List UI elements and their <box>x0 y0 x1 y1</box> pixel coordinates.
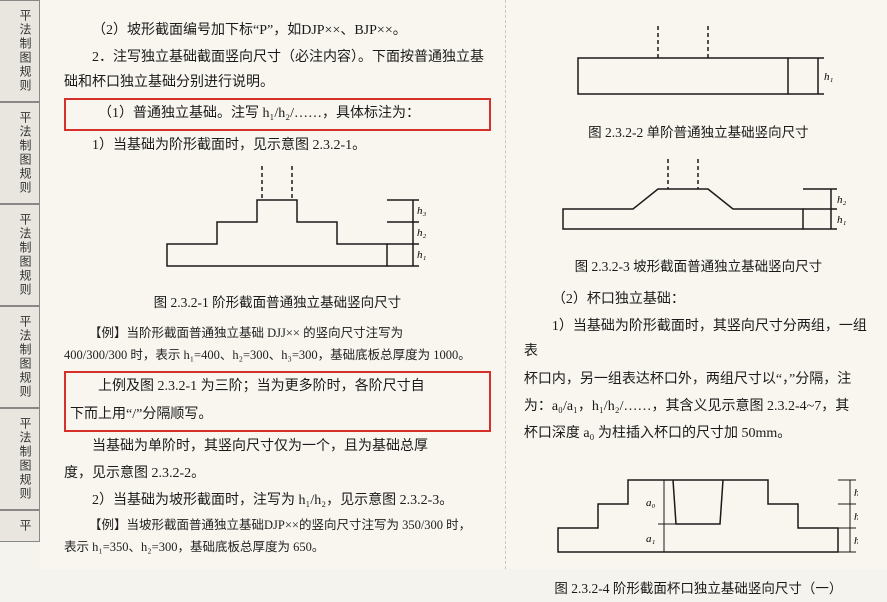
tab-item[interactable]: 平法制图规则 <box>0 408 40 510</box>
side-tabs: 平法制图规则 平法制图规则 平法制图规则 平法制图规则 平法制图规则 平 <box>0 0 40 569</box>
tab-item[interactable]: 平法制图规则 <box>0 102 40 204</box>
para: 1）当基础为阶形截面时，其竖向尺寸分两组，一组表 <box>524 314 873 364</box>
right-column: h₁ 图 2.3.2-2 单阶普通独立基础竖向尺寸 h₁ h₂ 图 2.3. <box>506 0 887 569</box>
para: 1）当基础为阶形截面时，见示意图 2.3.2-1。 <box>64 133 491 158</box>
svg-text:h₂: h₂ <box>854 511 858 523</box>
para: 当基础为单阶时，其竖向尺寸仅为一个，且为基础总厚 <box>64 434 491 459</box>
svg-text:h₂: h₂ <box>417 227 427 239</box>
tab-item[interactable]: 平法制图规则 <box>0 306 40 408</box>
para: （2）坡形截面编号加下标“P”，如DJP××、BJP××。 <box>64 18 491 43</box>
tab-item[interactable]: 平 <box>0 510 40 542</box>
figure-2-3-2-3: h₁ h₂ <box>524 159 873 248</box>
svg-text:h₁: h₁ <box>417 249 427 261</box>
figure-2-3-2-2: h₁ <box>524 26 873 115</box>
para: （2）杯口独立基础： <box>524 287 873 312</box>
svg-text:h₃: h₃ <box>417 205 427 217</box>
example-text: 400/300/300 时，表示 h₁=400、h₂=300、h₃=300，基础… <box>64 345 491 365</box>
svg-text:h₃: h₃ <box>854 487 858 499</box>
para: 上例及图 2.3.2-1 为三阶；当为更多阶时，各阶尺寸自 <box>70 374 485 399</box>
page-body: （2）坡形截面编号加下标“P”，如DJP××、BJP××。 2．注写独立基础截面… <box>40 0 887 569</box>
svg-text:a₁: a₁ <box>646 533 656 545</box>
para: 杯口内，另一组表达杯口外，两组尺寸以“，”分隔，注 <box>524 367 873 392</box>
svg-text:h₂: h₂ <box>837 194 847 206</box>
figure-caption: 图 2.3.2-2 单阶普通独立基础竖向尺寸 <box>524 121 873 145</box>
highlight-box: 上例及图 2.3.2-1 为三阶；当为更多阶时，各阶尺寸自 下而上用“/”分隔顺… <box>64 371 491 431</box>
example-text: 【例】当坡形截面普通独立基础DJP××的竖向尺寸注写为 350/300 时， <box>64 515 491 535</box>
figure-caption: 图 2.3.2-1 阶形截面普通独立基础竖向尺寸 <box>64 291 491 315</box>
figure-caption: 图 2.3.2-4 阶形截面杯口独立基础竖向尺寸（一） <box>524 577 873 601</box>
svg-text:h₁: h₁ <box>824 71 834 83</box>
figure-2-3-2-4: a₀ a₁ h₁ h₂ h₃ <box>524 452 873 571</box>
para: 2．注写独立基础截面竖向尺寸（必注内容）。下面按普通独立基础和杯口独立基础分别进… <box>64 45 491 95</box>
highlight-box: （1）普通独立基础。注写 h₁/h₂/……，具体标注为： <box>64 98 491 131</box>
example-text: 表示 h₁=350、h₂=300，基础底板总厚度为 650。 <box>64 537 491 557</box>
para: 度，见示意图 2.3.2-2。 <box>64 461 491 486</box>
para: 下而上用“/”分隔顺写。 <box>70 402 485 427</box>
tab-item[interactable]: 平法制图规则 <box>0 0 40 102</box>
figure-2-3-2-1: h₁ h₂ h₃ <box>64 166 491 285</box>
para: 2）当基础为坡形截面时，注写为 h₁/h₂，见示意图 2.3.2-3。 <box>64 488 491 513</box>
svg-text:a₀: a₀ <box>646 497 656 509</box>
para: 杯口深度 a₀ 为柱插入杯口的尺寸加 50mm。 <box>524 421 873 446</box>
para: 为：a₀/a₁，h₁/h₂/……，其含义见示意图 2.3.2-4~7，其 <box>524 394 873 419</box>
svg-text:h₁: h₁ <box>837 214 847 226</box>
tab-item[interactable]: 平法制图规则 <box>0 204 40 306</box>
figure-caption: 图 2.3.2-3 坡形截面普通独立基础竖向尺寸 <box>524 255 873 279</box>
para: （1）普通独立基础。注写 h₁/h₂/……，具体标注为： <box>70 101 485 126</box>
left-column: （2）坡形截面编号加下标“P”，如DJP××、BJP××。 2．注写独立基础截面… <box>40 0 506 569</box>
example-text: 【例】当阶形截面普通独立基础 DJJ×× 的竖向尺寸注写为 <box>64 323 491 343</box>
svg-text:h₁: h₁ <box>854 535 858 547</box>
